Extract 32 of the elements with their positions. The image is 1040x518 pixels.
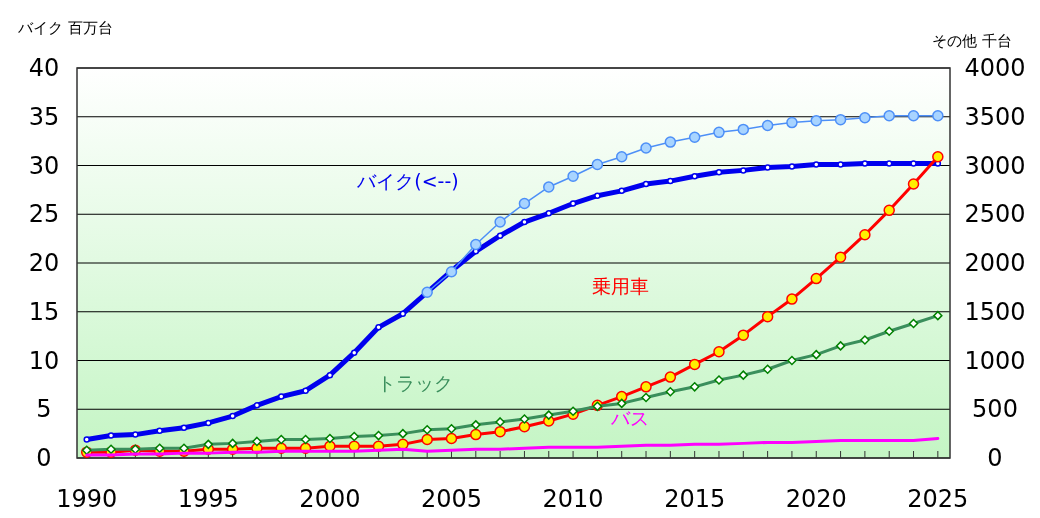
text: バイク(<--) <box>356 170 459 192</box>
y2-tick-label: 2500 <box>964 200 1026 229</box>
y2-tick-label: 3500 <box>964 102 1026 131</box>
x-tick-label: 2005 <box>420 485 483 513</box>
y-tick-label: 30 <box>28 151 60 180</box>
x-tick-label: 2010 <box>542 485 604 513</box>
x-tick-label: 2020 <box>785 485 847 513</box>
y-tick-label: 25 <box>28 200 60 229</box>
y2-tick-label: 0 <box>987 444 1003 472</box>
y2-tick-label: 3000 <box>964 151 1026 180</box>
y2-tick-label: 2000 <box>964 249 1026 277</box>
y2-axis-title: その他 千台 <box>932 32 1012 50</box>
y-tick-label: 5 <box>36 395 52 424</box>
series-label: トラック <box>377 372 453 394</box>
y-axis-title: バイク 百万台 <box>17 19 113 37</box>
y-tick-label: 40 <box>28 54 60 82</box>
y-tick-label: 20 <box>28 249 60 277</box>
y2-tick-label: 1000 <box>964 346 1026 375</box>
y2-tick-label: 1500 <box>964 297 1026 326</box>
series-label: バス <box>610 407 649 429</box>
y2-tick-label: 500 <box>972 395 1018 424</box>
x-tick-label: 2015 <box>664 485 726 513</box>
y-tick-label: 10 <box>28 346 60 375</box>
x-tick-label: 2025 <box>907 485 969 513</box>
y-tick-label: 15 <box>28 297 60 326</box>
y2-tick-label: 4000 <box>964 54 1026 82</box>
y-tick-label: 0 <box>36 444 52 472</box>
y-tick-label: 35 <box>28 102 60 131</box>
x-tick-label: 2000 <box>299 485 361 513</box>
text: 乗用車 <box>591 275 649 297</box>
x-tick-label: 1995 <box>177 485 239 513</box>
x-tick-label: 1990 <box>56 485 118 513</box>
